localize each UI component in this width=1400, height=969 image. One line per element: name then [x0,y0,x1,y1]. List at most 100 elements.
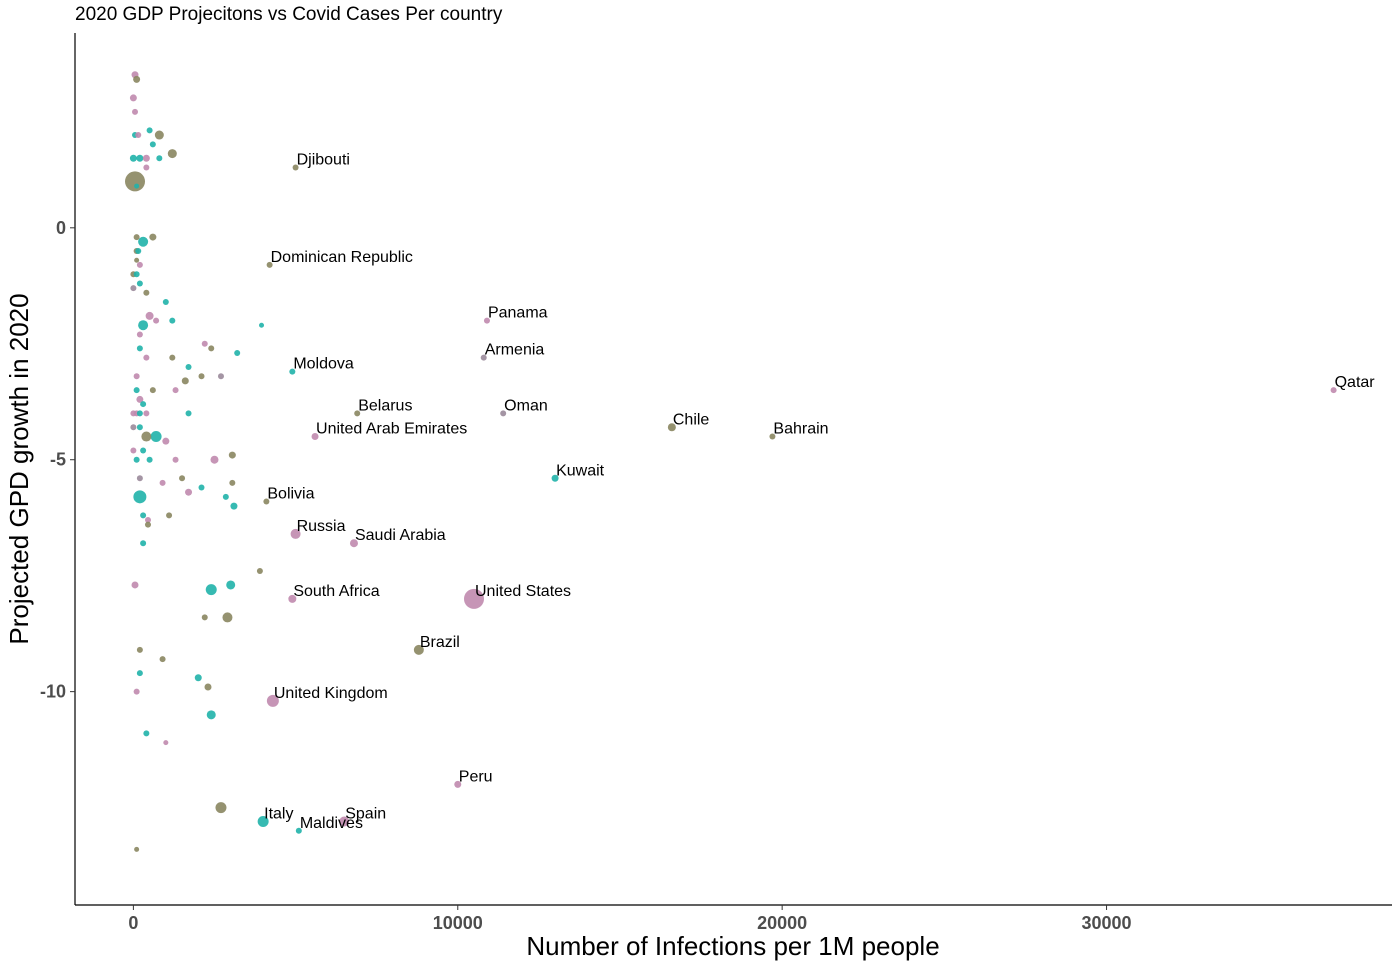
data-point [138,320,149,331]
data-point-panama [483,317,490,324]
data-point [181,377,189,385]
data-point [222,493,229,500]
point-label-united-kingdom: United Kingdom [274,685,388,702]
data-point [228,451,236,459]
data-point [229,479,236,486]
data-point [198,373,205,380]
chart-title: 2020 GDP Projecitons vs Covid Cases Per … [75,4,503,25]
data-point [138,236,149,247]
data-point [201,340,208,347]
data-point [129,154,137,162]
data-point [217,373,224,380]
data-point [154,130,164,140]
data-point [256,568,263,575]
data-point [130,424,137,431]
data-point [205,584,217,596]
data-point-kuwait [551,474,559,482]
data-point [136,670,143,677]
data-point [210,455,219,464]
data-point [201,614,208,621]
data-point [142,154,150,162]
data-point [143,354,150,361]
data-point-maldives [295,827,302,834]
x-tick-label: 0 [128,913,138,933]
data-point-brazil [413,644,424,655]
x-ticks: 0 10000 20000 30000 [128,905,1132,933]
data-point-united-arab-emirates [311,433,319,441]
point-label-italy: Italy [264,806,293,823]
data-point [204,683,212,691]
data-point [135,132,142,139]
point-label-armenia: Armenia [485,342,545,359]
data-point-south-africa [288,594,297,603]
data-point [140,512,147,519]
data-point [133,373,140,380]
data-point [133,234,140,241]
data-point [130,285,137,292]
point-label-united-arab-emirates: United Arab Emirates [316,421,467,438]
data-point [150,431,162,443]
data-point [132,108,139,115]
data-point [134,257,140,263]
data-point-armenia [480,354,487,361]
data-point [130,447,137,454]
data-point [179,475,186,482]
data-point [143,410,150,417]
point-label-peru: Peru [459,768,493,785]
point-label-djibouti: Djibouti [297,152,350,169]
points-layer [125,71,1337,852]
data-point [136,280,143,287]
data-point [166,512,173,519]
data-point [136,331,143,338]
data-point [162,299,169,306]
data-point-bolivia [263,498,270,505]
data-point [143,730,150,737]
data-point [172,456,179,463]
data-point [169,317,176,324]
data-point [169,354,176,361]
data-point [136,475,143,482]
data-point [226,580,236,590]
data-point [133,456,140,463]
point-label-qatar: Qatar [1335,374,1376,391]
data-point [156,155,163,162]
data-point [159,479,166,486]
y-ticks: 0 -5 -10 [40,218,75,702]
data-point [133,387,140,394]
data-point-dominican-republic [266,261,273,268]
data-point [133,271,140,278]
point-label-oman: Oman [504,397,548,414]
data-point-saudi-arabia [349,539,358,548]
data-point [149,387,156,394]
x-axis-label: Number of Infections per 1M people [526,931,939,961]
data-point [222,612,233,623]
point-labels-layer: Djibouti Dominican Republic Panama Armenia M… [264,152,1375,832]
data-point [134,183,140,189]
data-point [234,350,241,357]
data-point [140,540,147,547]
point-label-south-africa: South Africa [293,583,379,600]
y-tick-label: 0 [56,218,66,238]
data-point [149,141,156,148]
data-point [136,410,143,417]
data-point [185,410,192,417]
data-point [167,149,177,159]
point-label-dominican-republic: Dominican Republic [271,249,413,266]
data-point [146,456,153,463]
data-point [141,431,152,442]
data-point-united-states [463,588,484,609]
data-point [185,488,193,496]
data-point [136,646,143,653]
x-tick-label: 20000 [757,913,807,933]
data-point [159,656,166,663]
data-point-bahrain [769,433,776,440]
data-point-moldova [289,368,296,375]
data-point [194,674,202,682]
point-label-chile: Chile [673,411,710,428]
point-label-saudi-arabia: Saudi Arabia [355,527,446,544]
data-point [136,424,143,431]
data-point [153,317,160,324]
data-point [129,94,137,102]
point-label-panama: Panama [488,305,548,322]
data-point [259,322,265,328]
